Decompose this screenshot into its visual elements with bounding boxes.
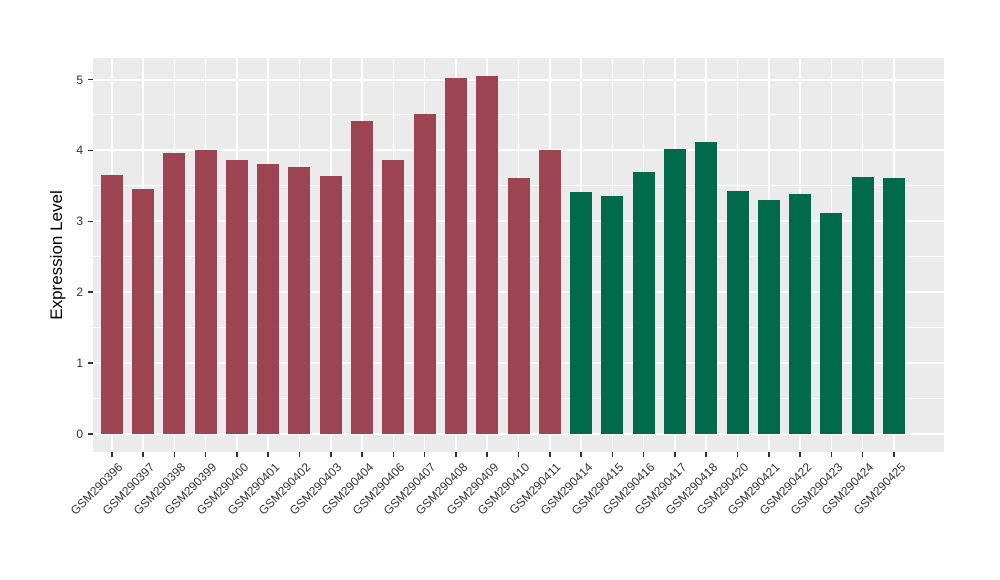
- x-tick-mark: [330, 452, 332, 457]
- bar-GSM290397: [132, 189, 155, 434]
- bar-GSM290417: [663, 148, 686, 434]
- x-tick-mark: [517, 452, 520, 457]
- bar-GSM290407: [413, 113, 436, 434]
- x-tick-mark: [486, 452, 488, 457]
- bar-GSM290400: [225, 159, 248, 434]
- y-tick-label: 1: [76, 356, 83, 371]
- bar-GSM290404: [351, 120, 374, 434]
- x-tick-mark: [830, 452, 833, 457]
- y-tick-mark: [88, 220, 93, 223]
- bar-GSM290410: [507, 178, 530, 434]
- bar-GSM290401: [257, 163, 280, 434]
- x-tick-mark: [736, 452, 739, 457]
- x-tick-mark: [549, 452, 551, 457]
- bar-GSM290414: [570, 192, 593, 434]
- bar-GSM290421: [757, 200, 780, 434]
- y-tick-mark: [88, 78, 93, 81]
- plot-panel: [93, 58, 944, 452]
- x-tick-mark: [768, 452, 770, 457]
- x-tick-mark: [611, 452, 614, 457]
- x-tick-mark: [705, 452, 707, 457]
- bar-GSM290424: [851, 177, 874, 434]
- y-tick-label: 4: [76, 143, 83, 158]
- bar-GSM290399: [194, 150, 217, 434]
- bar-GSM290408: [444, 78, 467, 434]
- bar-GSM290406: [382, 159, 405, 434]
- x-tick-mark: [361, 452, 363, 457]
- x-tick-mark: [861, 452, 864, 457]
- bar-GSM290398: [163, 152, 186, 434]
- x-tick-mark: [267, 452, 269, 457]
- x-tick-mark: [111, 452, 113, 457]
- y-tick-label: 5: [76, 72, 83, 87]
- bar-GSM290402: [288, 166, 311, 434]
- x-tick-mark: [799, 452, 801, 457]
- y-tick-mark: [88, 291, 93, 293]
- bar-GSM290416: [632, 171, 655, 434]
- bar-GSM290425: [882, 178, 905, 434]
- x-tick-mark: [298, 452, 301, 457]
- y-tick-mark: [88, 149, 93, 152]
- x-tick-mark: [142, 452, 144, 457]
- y-tick-label: 3: [76, 214, 83, 229]
- y-axis-title: Expression Level: [47, 190, 66, 320]
- bar-GSM290409: [476, 75, 499, 434]
- bar-GSM290422: [789, 193, 812, 434]
- x-tick-mark: [455, 452, 457, 457]
- bar-GSM290396: [100, 175, 123, 434]
- x-tick-mark: [642, 452, 645, 457]
- y-tick-mark: [88, 362, 93, 364]
- x-tick-mark: [204, 452, 207, 457]
- x-tick-mark: [580, 452, 582, 457]
- bar-GSM290418: [695, 141, 718, 434]
- bar-GSM290420: [726, 190, 749, 434]
- bar-GSM290423: [820, 212, 843, 434]
- bar-GSM290415: [601, 195, 624, 434]
- y-tick-label: 2: [76, 285, 83, 300]
- x-tick-mark: [392, 452, 395, 457]
- y-tick-mark: [88, 433, 93, 435]
- x-tick-mark: [236, 452, 238, 457]
- bar-GSM290411: [538, 150, 561, 434]
- x-tick-mark: [423, 452, 426, 457]
- x-tick-mark: [674, 452, 676, 457]
- y-tick-label: 0: [76, 427, 83, 441]
- bar-GSM290403: [319, 175, 342, 434]
- x-tick-mark: [173, 452, 176, 457]
- x-tick-mark: [893, 452, 895, 457]
